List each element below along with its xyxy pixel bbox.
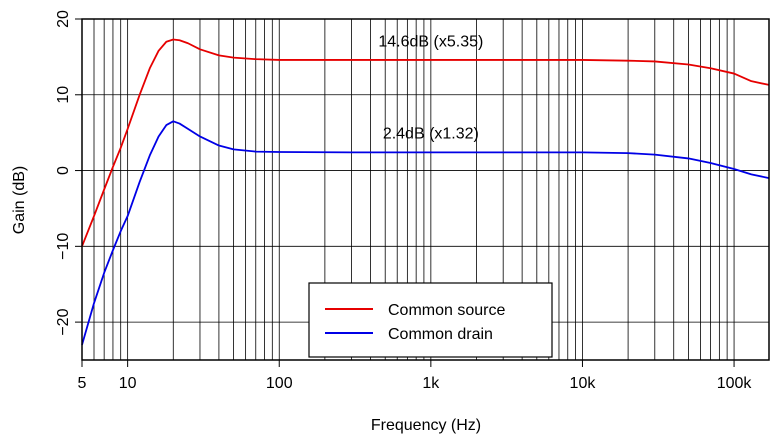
x-tick-label: 10 xyxy=(119,375,137,392)
y-tick-label: 0 xyxy=(55,166,72,175)
y-tick-label: 20 xyxy=(55,10,72,28)
y-axis-title: Gain (dB) xyxy=(11,166,28,234)
y-tick-label: −20 xyxy=(55,308,72,335)
x-tick-label: 100 xyxy=(266,375,293,392)
y-axis: −20 −10 0 10 20 xyxy=(55,10,82,336)
legend: Common source Common drain xyxy=(308,282,553,358)
x-tick-label: 10k xyxy=(570,375,597,392)
x-tick-label: 1k xyxy=(422,375,440,392)
legend-box xyxy=(308,282,553,358)
annotation-label: 14.6dB (x5.35) xyxy=(378,33,483,50)
annotation-label: 2.4dB (x1.32) xyxy=(383,126,479,143)
x-tick-label: 100k xyxy=(717,375,753,392)
series-line-common-drain xyxy=(81,120,770,346)
series-line-common-source xyxy=(81,38,770,247)
x-axis: 5 10 100 1k 10k 100k xyxy=(78,360,753,392)
y-tick-label: 10 xyxy=(55,86,72,104)
legend-label-common-drain: Common drain xyxy=(388,326,493,343)
y-tick-label: −10 xyxy=(55,233,72,260)
x-axis-title: Frequency (Hz) xyxy=(371,417,481,434)
x-tick-label: 5 xyxy=(78,375,87,392)
legend-label-common-source: Common source xyxy=(388,302,505,319)
plot-frame xyxy=(81,18,770,361)
annotations: 14.6dB (x5.35) 2.4dB (x1.32) xyxy=(378,33,483,142)
series-lines xyxy=(81,38,770,346)
